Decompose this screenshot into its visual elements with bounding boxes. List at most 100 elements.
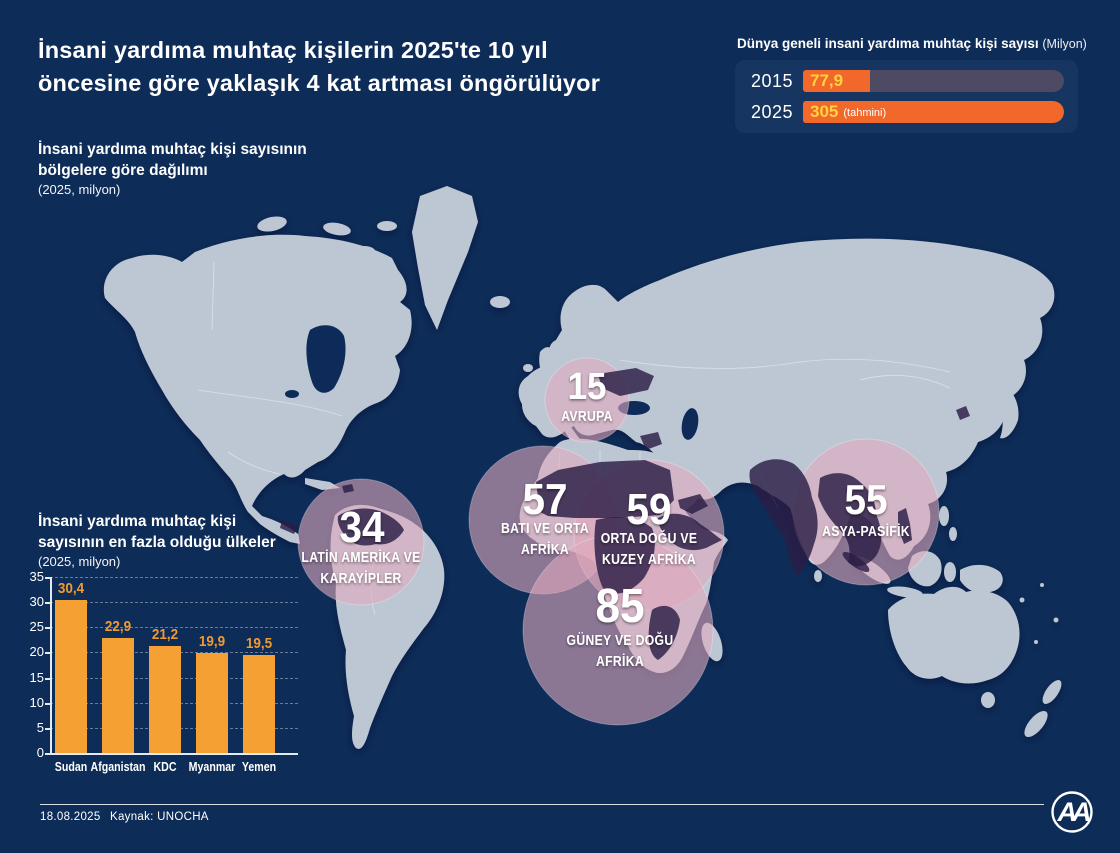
pacific-island xyxy=(1040,583,1044,587)
page-title-line2: öncesine göre yaklaşık 4 kat artması öng… xyxy=(38,70,601,96)
bubble-value: 57 xyxy=(522,474,567,523)
country-india xyxy=(749,459,818,576)
y-axis-tick-label: 10 xyxy=(29,694,44,710)
java xyxy=(887,586,923,598)
country-north-korea xyxy=(956,406,970,420)
caspian-sea xyxy=(681,408,699,440)
philippines-north xyxy=(939,506,949,526)
new-zealand-north xyxy=(1042,680,1062,704)
year-label: 2015 xyxy=(750,70,793,91)
global-bar-row-2025: 2025 305 (tahmini) xyxy=(745,101,1064,123)
hudson-bay xyxy=(306,325,346,393)
y-axis-tick-label: 15 xyxy=(29,669,44,685)
bubble-label: ASYA-PASİFİK xyxy=(822,523,910,539)
bar-category-label: Myanmar xyxy=(188,760,236,774)
page-title-line1: İnsani yardıma muhtaç kişilerin 2025'te … xyxy=(38,37,548,63)
bar-track: 77,9 xyxy=(803,70,1064,92)
bar-fill-2025: 305 (tahmini) xyxy=(803,101,1064,123)
map-heading-line1: İnsani yardıma muhtaç kişi sayısının xyxy=(38,141,307,158)
arctic-island xyxy=(257,216,287,232)
countries-chart-heading: İnsani yardıma muhtaç kişi sayısının en … xyxy=(38,511,276,571)
bar-category-label: Sudan xyxy=(54,760,88,774)
pacific-island xyxy=(1053,617,1059,623)
aa-agency-logo: AA xyxy=(1051,791,1095,833)
bubble-label: KARAYİPLER xyxy=(320,570,401,586)
page-title: İnsani yardıma muhtaç kişilerin 2025'te … xyxy=(38,34,600,100)
axis-tick xyxy=(45,602,50,605)
arctic-island xyxy=(353,246,375,256)
bubble-label: ORTA DOĞU VE xyxy=(601,530,698,546)
bubble-label: GÜNEY VE DOĞU xyxy=(567,632,674,648)
axis-tick xyxy=(45,652,50,655)
bubble-label: AFRİKA xyxy=(596,653,644,669)
bubble-value: 34 xyxy=(339,502,384,551)
bar-myanmar xyxy=(196,652,228,753)
bubble-bati-orta-afrika: 57 BATI VE ORTA AFRİKA xyxy=(501,474,589,557)
global-panel-title-unit: (Milyon) xyxy=(1042,37,1087,51)
country-drc-region xyxy=(594,517,655,594)
bubble-value: 55 xyxy=(845,475,888,523)
country-philippines xyxy=(898,508,912,544)
footer-date: 18.08.2025 xyxy=(40,811,101,823)
axis-tick xyxy=(45,677,50,680)
countries-heading-sub: (2025, milyon) xyxy=(38,554,121,569)
country-ukraine xyxy=(598,368,654,396)
north-america xyxy=(103,234,412,544)
country-mozambique-region xyxy=(648,605,680,660)
bar-yemen xyxy=(243,654,275,753)
bar-value-label: 21,2 xyxy=(151,626,179,644)
bubble-label: AFRİKA xyxy=(521,541,569,557)
map-heading-line2: bölgelere göre dağılımı xyxy=(38,162,208,179)
bubble-value: 85 xyxy=(595,578,644,632)
bar-category-label: KDC xyxy=(153,760,177,774)
sahel-sudan-band xyxy=(536,460,674,518)
arctic-island xyxy=(377,221,397,231)
bar-sudan xyxy=(55,600,87,753)
year-label: 2025 xyxy=(750,101,793,122)
axis-tick xyxy=(45,627,50,630)
bar-value: 305 xyxy=(810,102,839,121)
bubble-value: 59 xyxy=(626,484,671,533)
axis-tick xyxy=(45,727,50,730)
axis-tick xyxy=(45,702,50,705)
new-zealand-south xyxy=(1024,710,1048,738)
country-venezuela-colombia xyxy=(337,508,404,546)
australia xyxy=(888,586,1020,684)
global-panel-title-text: Dünya geneli insani yardıma muhtaç kişi … xyxy=(737,36,1039,51)
country-syria-iraq xyxy=(640,432,662,450)
bar-afganistan xyxy=(102,637,134,753)
country-ethiopia-somalia xyxy=(658,513,722,551)
bar-category-label: Yemen xyxy=(241,760,277,774)
united-kingdom xyxy=(539,347,557,380)
countries-heading-line1: İnsani yardıma muhtaç kişi xyxy=(38,513,237,530)
y-axis-tick-label: 35 xyxy=(29,569,44,584)
x-axis-line xyxy=(50,753,298,755)
philippines-south xyxy=(949,527,957,541)
country-yemen xyxy=(678,494,708,514)
logo-circle xyxy=(1051,791,1093,833)
chart-gridline xyxy=(50,627,298,629)
axis-tick xyxy=(45,753,50,755)
global-bar-row-2015: 2015 77,9 xyxy=(745,70,1064,92)
footer-divider xyxy=(40,804,1044,805)
ireland xyxy=(523,364,533,372)
bar-kdc xyxy=(149,646,181,753)
iceland xyxy=(490,296,510,308)
japan xyxy=(998,388,1019,439)
arctic-island xyxy=(291,236,315,248)
y-axis-tick-label: 0 xyxy=(36,745,44,760)
bubble-label: KUZEY AFRİKA xyxy=(602,551,696,567)
global-panel-title: Dünya geneli insani yardıma muhtaç kişi … xyxy=(737,36,1087,51)
great-lakes xyxy=(285,390,299,398)
country-haiti xyxy=(342,484,354,493)
arctic-island xyxy=(323,222,351,236)
greenland xyxy=(412,186,478,330)
axis-tick xyxy=(45,577,50,579)
pacific-island xyxy=(1019,597,1025,603)
bubble-value: 15 xyxy=(568,365,607,408)
map-section-heading: İnsani yardıma muhtaç kişi sayısının böl… xyxy=(38,139,307,199)
map-heading-sub: (2025, milyon) xyxy=(38,182,121,197)
bubble-orta-dogu-kuzey-afrika: 59 ORTA DOĞU VE KUZEY AFRİKA xyxy=(601,484,698,567)
